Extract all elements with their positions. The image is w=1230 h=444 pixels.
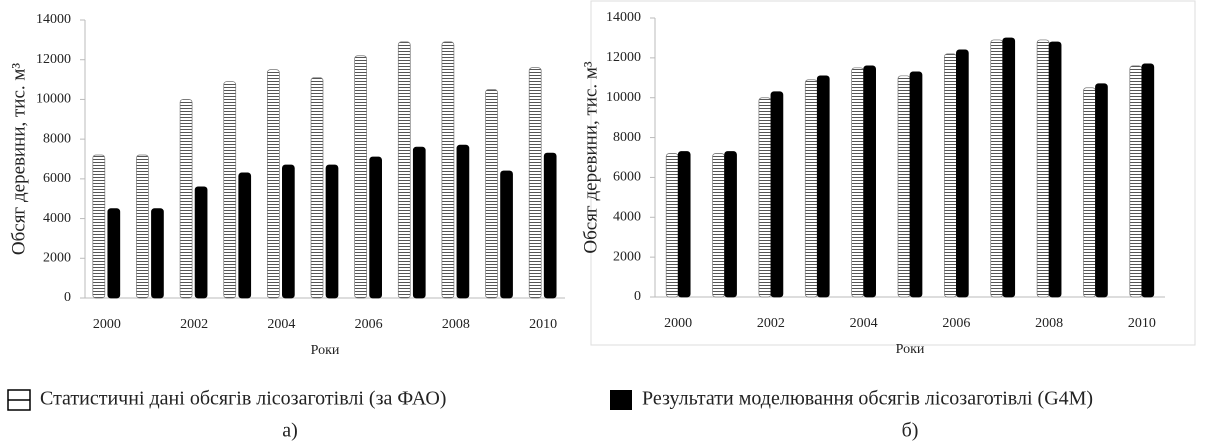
bar — [1036, 39, 1050, 298]
bar — [485, 89, 498, 299]
x-tick-label: 2006 — [355, 317, 383, 332]
x-tick-label: 2008 — [442, 317, 470, 332]
y-tick-label: 12000 — [36, 52, 71, 67]
bar — [909, 71, 923, 298]
y-tick-label: 2000 — [613, 249, 641, 264]
bar — [956, 49, 969, 298]
bar — [990, 39, 1004, 298]
bar — [712, 153, 725, 298]
bar — [136, 154, 149, 299]
y-tick-label: 10000 — [36, 92, 71, 107]
y-tick-label: 14000 — [36, 12, 71, 27]
bar — [770, 91, 784, 298]
bar — [863, 65, 876, 298]
bar — [897, 75, 911, 298]
bar — [1095, 83, 1108, 298]
bar — [851, 67, 864, 298]
bar — [528, 67, 542, 299]
x-tick-label: 2002 — [180, 317, 208, 332]
caption: б) — [902, 420, 919, 442]
x-tick-label: 2008 — [1035, 316, 1063, 331]
bar — [441, 41, 455, 299]
bar — [369, 156, 382, 299]
x-tick-label: 2000 — [93, 317, 121, 332]
panel-border — [590, 0, 1196, 346]
bar — [724, 151, 737, 298]
y-tick-label: 8000 — [43, 131, 71, 146]
y-tick-label: 6000 — [43, 171, 71, 186]
x-tick-label: 2010 — [1128, 316, 1156, 331]
y-tick-label: 0 — [634, 289, 641, 304]
y-tick-label: 6000 — [613, 170, 641, 185]
y-tick-label: 2000 — [43, 251, 71, 266]
bar — [1002, 37, 1016, 298]
y-tick-label: 4000 — [613, 210, 641, 225]
caption: а) — [282, 420, 298, 442]
x-tick-label: 2000 — [664, 316, 692, 331]
y-tick-label: 4000 — [43, 211, 71, 226]
x-tick-label: 2004 — [267, 317, 295, 332]
legend-label: Статистичні дані обсягів лісозаготівлі (… — [40, 388, 446, 410]
bar — [412, 146, 426, 299]
legend-swatch — [610, 390, 632, 410]
y-tick-label: 8000 — [613, 130, 641, 145]
bar — [758, 97, 772, 298]
y-tick-label: 14000 — [606, 10, 641, 25]
bar — [282, 164, 295, 299]
x-tick-label: 2002 — [757, 316, 785, 331]
bar — [354, 55, 367, 299]
x-tick-label: 2010 — [529, 317, 557, 332]
bar — [665, 153, 679, 298]
bar — [944, 53, 957, 298]
bar — [1129, 65, 1143, 298]
bar — [1083, 87, 1096, 298]
bar — [816, 75, 830, 298]
bar — [500, 170, 513, 299]
x-tick-label: 2004 — [850, 316, 878, 331]
bar — [151, 208, 164, 299]
bar — [194, 186, 208, 299]
bar — [223, 81, 237, 299]
bar — [179, 99, 193, 299]
bar — [456, 144, 470, 299]
x-axis-label: Роки — [896, 342, 925, 357]
bar — [1048, 41, 1062, 298]
y-tick-label: 10000 — [606, 90, 641, 105]
y-axis-label: Обсяг деревини, тис. м³ — [580, 61, 601, 254]
bar — [1141, 63, 1155, 298]
legend-label: Результати моделювання обсягів лісозагот… — [642, 388, 1093, 410]
bar — [677, 151, 691, 298]
bar — [107, 208, 121, 299]
x-axis-label: Роки — [311, 343, 340, 358]
y-tick-label: 12000 — [606, 50, 641, 65]
bar — [267, 69, 280, 299]
bar — [543, 152, 557, 299]
bar — [804, 79, 818, 298]
bar — [238, 172, 252, 299]
y-tick-label: 0 — [64, 290, 71, 305]
x-tick-label: 2006 — [942, 316, 970, 331]
bar — [310, 77, 324, 299]
bar — [92, 154, 106, 299]
y-axis-label: Обсяг деревини, тис. м³ — [8, 63, 29, 256]
bar — [397, 41, 411, 299]
bar — [325, 164, 339, 299]
